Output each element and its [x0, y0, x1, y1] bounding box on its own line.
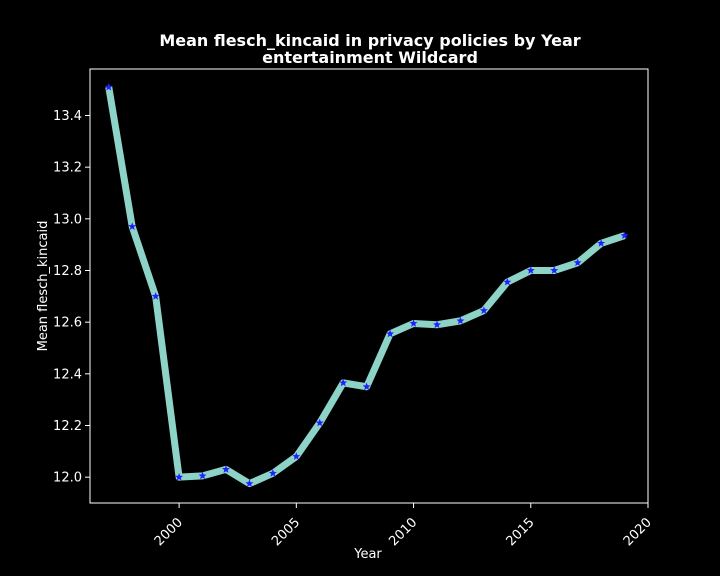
- x-tick-label: 2000: [152, 515, 186, 549]
- y-tick-label: 13.2: [53, 161, 82, 176]
- x-tick-label: 2020: [621, 515, 655, 549]
- y-tick-label: 12.0: [53, 471, 82, 486]
- data-point: [245, 479, 254, 488]
- data-point: [151, 292, 160, 300]
- data-point: [597, 239, 606, 247]
- y-tick-label: 12.6: [53, 316, 82, 331]
- data-point: [268, 469, 277, 477]
- data-point: [104, 82, 113, 91]
- chart-subtitle: entertainment Wildcard: [262, 48, 478, 67]
- data-point: [456, 316, 465, 325]
- data-point: [550, 266, 559, 274]
- y-tick-label: 13.4: [53, 109, 82, 124]
- data-point: [526, 266, 535, 274]
- x-tick-label: 2010: [386, 515, 420, 549]
- data-point: [339, 378, 348, 387]
- plot-frame: [89, 68, 649, 504]
- x-tick-label: 2015: [504, 515, 538, 549]
- data-point: [315, 418, 324, 427]
- x-tick-label: 2005: [269, 515, 303, 549]
- data-point: [198, 471, 207, 480]
- y-tick-label: 12.4: [53, 367, 82, 382]
- series-line: [105, 86, 626, 488]
- data-point: [409, 319, 418, 327]
- y-tick-label: 12.8: [53, 264, 82, 279]
- data-point: [292, 452, 301, 460]
- x-axis: 2000 2005 2010 2015 2020: [152, 503, 655, 549]
- y-axis: 12.0 12.2 12.4 12.6 12.8 13.0 13.2 13.4: [53, 109, 90, 486]
- data-point: [573, 258, 582, 267]
- x-axis-label: Year: [353, 547, 382, 562]
- y-axis-label: Mean flesch_kincaid: [36, 221, 51, 352]
- data-point: [433, 320, 441, 329]
- data-point: [479, 306, 488, 314]
- plot-area: [104, 82, 629, 488]
- data-point: [221, 465, 230, 473]
- chart-title: Mean flesch_kincaid in privacy policies …: [159, 31, 580, 50]
- data-point: [386, 329, 395, 338]
- data-point: [175, 472, 184, 481]
- y-tick-label: 12.2: [53, 419, 82, 434]
- data-point: [362, 382, 371, 391]
- y-tick-label: 13.0: [53, 212, 82, 227]
- data-point: [503, 277, 512, 286]
- data-point: [128, 222, 137, 230]
- data-point: [620, 231, 629, 240]
